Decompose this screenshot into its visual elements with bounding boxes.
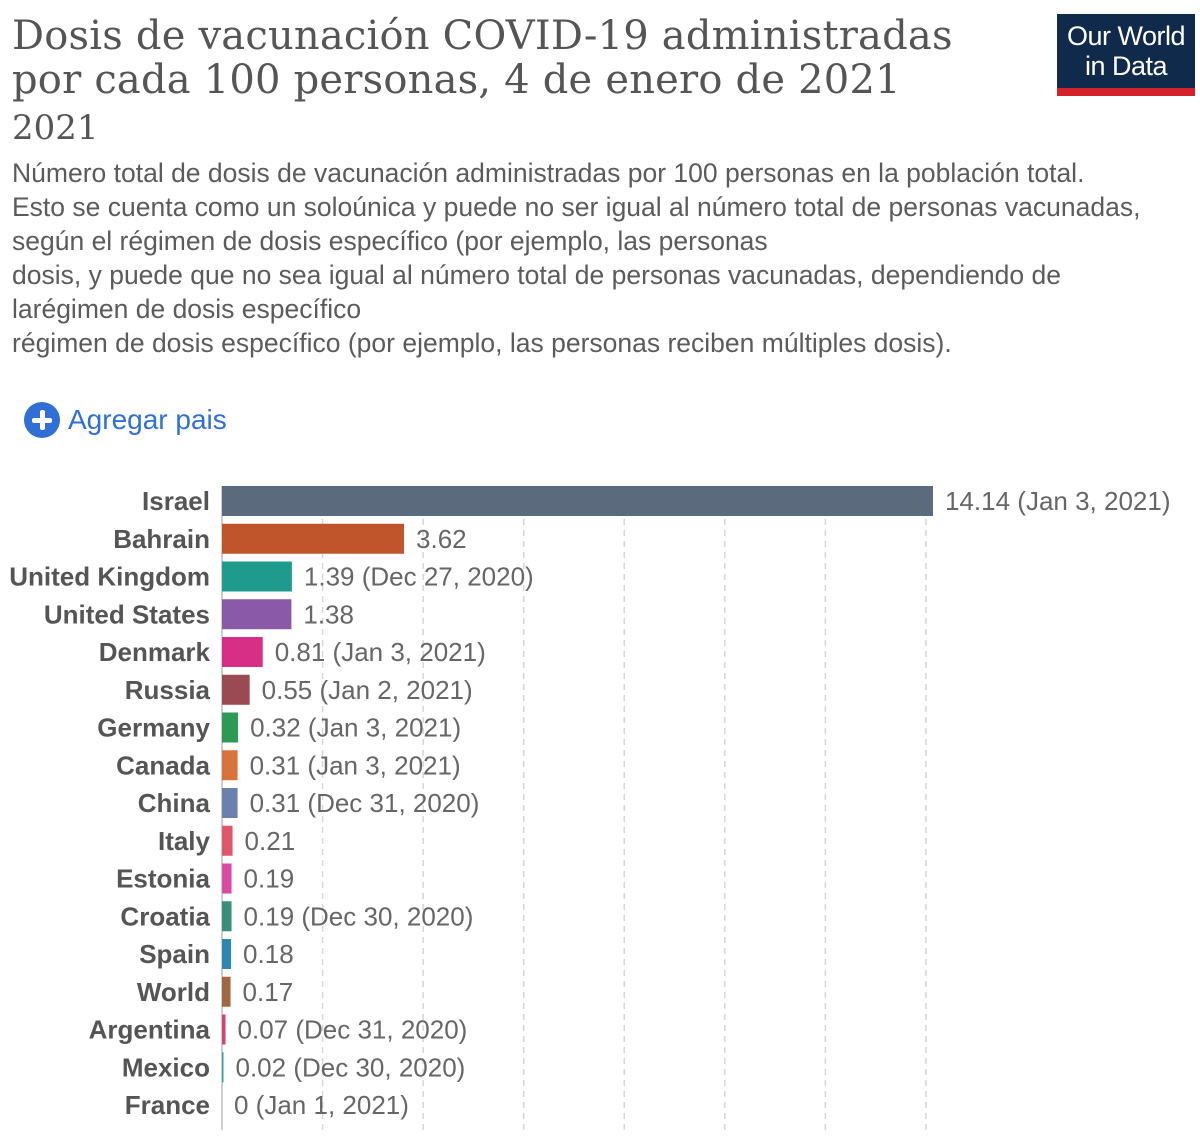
logo-line-1: Our World xyxy=(1066,21,1186,51)
category-label: Italy xyxy=(158,826,211,856)
bar xyxy=(222,637,263,667)
description-line: régimen de dosis específico (por ejemplo… xyxy=(12,328,952,358)
value-label: 14.14 (Jan 3, 2021) xyxy=(945,486,1171,516)
bar xyxy=(222,976,231,1007)
description-line: Esto se cuenta como un soloúnica y puede… xyxy=(12,192,1141,222)
bar xyxy=(222,674,250,705)
add-country-button[interactable]: Agregar pais xyxy=(24,400,227,440)
add-country-label: Agregar pais xyxy=(68,404,227,435)
chart-description: Número total de dosis de vacunación admi… xyxy=(12,156,1192,360)
category-label: United States xyxy=(44,599,210,629)
description-line: según el régimen de dosis específico (po… xyxy=(12,226,768,256)
category-label: Mexico xyxy=(122,1052,210,1082)
category-label: Estonia xyxy=(116,864,210,894)
bar xyxy=(222,523,405,554)
value-label: 0.32 (Jan 3, 2021) xyxy=(250,713,461,743)
bar xyxy=(222,1052,224,1083)
category-label: Bahrain xyxy=(113,524,210,554)
bar xyxy=(222,1014,226,1045)
category-label: China xyxy=(138,788,211,818)
bar xyxy=(222,561,292,592)
value-label: 0.31 (Dec 31, 2020) xyxy=(250,788,480,818)
category-label: France xyxy=(125,1090,210,1120)
category-label: Croatia xyxy=(120,901,210,931)
value-label: 0.19 xyxy=(244,864,295,894)
category-label: Israel xyxy=(142,486,210,516)
category-label: World xyxy=(137,977,210,1007)
bar-chart: Israel 14.14 (Jan 3, 2021) Bahrain 3.62 Unit… xyxy=(9,486,1171,1130)
our-world-in-data-logo[interactable]: Our World in Data xyxy=(1057,14,1195,96)
description-line: Número total de dosis de vacunación admi… xyxy=(12,158,1085,188)
value-label: 0.21 xyxy=(245,826,296,856)
category-label: Argentina xyxy=(89,1015,211,1045)
category-label: Russia xyxy=(125,675,211,705)
plus-circle-icon xyxy=(24,402,60,438)
bar xyxy=(222,863,232,894)
bar xyxy=(222,939,232,969)
description-line: larégimen de dosis específico xyxy=(12,294,362,324)
value-label: 0.17 xyxy=(243,977,294,1007)
value-label: 1.39 (Dec 27, 2020) xyxy=(304,562,534,592)
logo-line-2: in Data xyxy=(1084,51,1168,81)
bar xyxy=(222,901,232,932)
category-label: United Kingdom xyxy=(9,562,210,592)
category-label: Denmark xyxy=(99,637,211,667)
value-label: 0 (Jan 1, 2021) xyxy=(234,1090,409,1120)
bar xyxy=(222,825,233,856)
bar xyxy=(222,712,239,743)
category-label: Spain xyxy=(139,939,210,969)
bar xyxy=(222,788,238,818)
value-label: 0.07 (Dec 31, 2020) xyxy=(238,1015,468,1045)
value-label: 3.62 xyxy=(416,524,467,554)
chart-year: 2021 xyxy=(12,108,99,148)
bar xyxy=(222,486,933,516)
bar xyxy=(222,599,292,630)
value-label: 0.55 (Jan 2, 2021) xyxy=(262,675,473,705)
value-label: 0.02 (Dec 30, 2020) xyxy=(236,1052,466,1082)
chart-title: Dosis de vacunación COVID-19 administrad… xyxy=(12,13,953,103)
description-line: dosis, y puede que no sea igual al númer… xyxy=(12,260,1061,290)
category-label: Canada xyxy=(116,750,210,780)
value-label: 1.38 xyxy=(303,599,354,629)
value-label: 0.19 (Dec 30, 2020) xyxy=(244,901,474,931)
category-label: Germany xyxy=(97,713,210,743)
value-label: 0.18 xyxy=(243,939,294,969)
bar xyxy=(222,750,238,781)
value-label: 0.81 (Jan 3, 2021) xyxy=(275,637,486,667)
value-label: 0.31 (Jan 3, 2021) xyxy=(250,750,461,780)
